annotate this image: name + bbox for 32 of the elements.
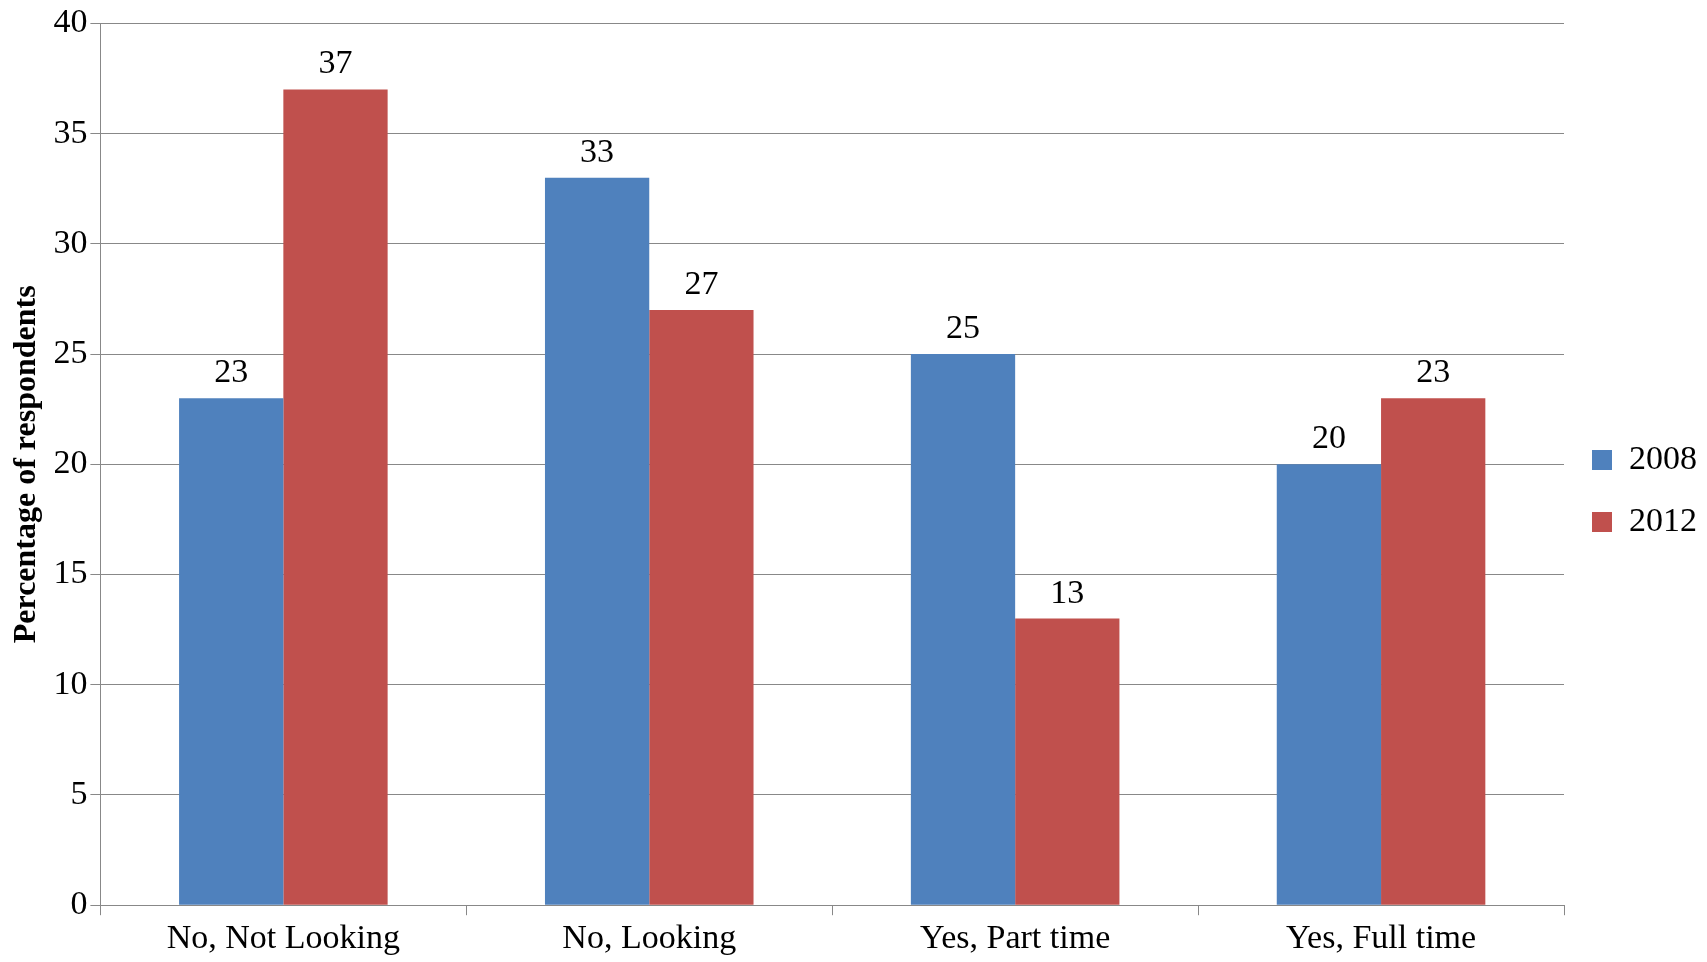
y-tick-label: 5: [70, 773, 88, 811]
y-axis-title: Percentage of respondents: [6, 285, 43, 644]
data-label: 25: [946, 308, 981, 345]
data-label: 23: [1416, 352, 1451, 390]
x-tick-label: No, Looking: [562, 917, 737, 955]
x-tick-label: No, Not Looking: [166, 917, 400, 955]
bar: [1381, 398, 1486, 905]
data-label: 37: [318, 43, 353, 81]
legend-label: 2008: [1629, 438, 1697, 476]
bar: [1015, 618, 1120, 905]
bar: [1276, 464, 1382, 905]
x-tick-label: Yes, Part time: [920, 917, 1111, 955]
y-tick-label: 25: [53, 333, 88, 370]
y-tick-label: 30: [53, 222, 88, 260]
bar: [649, 309, 754, 905]
legend-label: 2012: [1629, 500, 1697, 538]
y-tick-label: 40: [53, 2, 88, 40]
y-tick-label: 10: [53, 663, 88, 701]
bar: [544, 177, 650, 905]
x-tick-label: Yes, Full time: [1285, 917, 1477, 955]
data-label: 23: [214, 352, 249, 390]
y-tick-label: 20: [53, 443, 88, 481]
data-label: 20: [1311, 418, 1346, 456]
bar: [283, 89, 388, 905]
bar: [910, 354, 1016, 905]
data-label: 13: [1050, 572, 1085, 610]
data-label: 33: [580, 131, 615, 169]
y-tick-label: 35: [53, 112, 88, 150]
y-tick-label: 15: [53, 553, 88, 591]
data-label: 27: [684, 263, 719, 301]
y-tick-label: 0: [70, 884, 88, 922]
bar: [179, 398, 284, 905]
